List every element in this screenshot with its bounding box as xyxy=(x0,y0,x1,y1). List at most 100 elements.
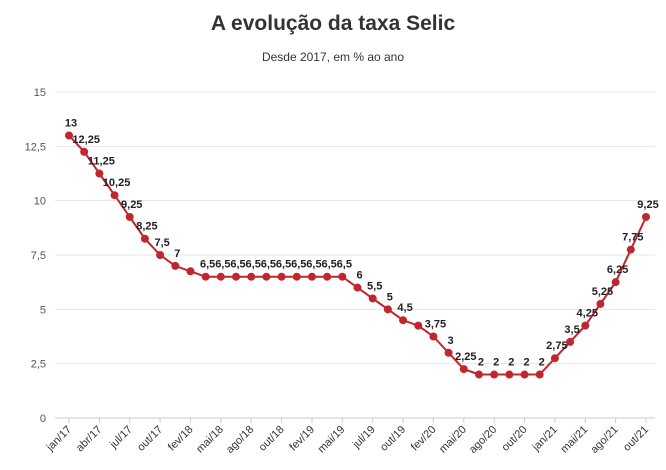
x-tick-label: out/21 xyxy=(621,424,651,454)
data-label: 6,5 xyxy=(230,259,245,271)
x-tick-label: out/19 xyxy=(378,424,408,454)
data-point xyxy=(171,261,180,270)
data-label: 6,5 xyxy=(200,259,215,271)
data-label: 6 xyxy=(356,270,362,282)
data-point xyxy=(520,370,529,379)
x-tick-label: mai/18 xyxy=(194,424,226,456)
data-point xyxy=(490,370,499,379)
y-tick-label: 7,5 xyxy=(31,250,46,262)
data-label: 10,25 xyxy=(103,177,131,189)
data-label: 3,5 xyxy=(564,324,579,336)
x-tick-label: ago/20 xyxy=(467,424,499,456)
x-tick-label: abr/17 xyxy=(74,424,105,455)
data-point xyxy=(323,272,332,281)
data-label: 6,5 xyxy=(306,259,321,271)
data-point xyxy=(80,147,89,156)
data-label: 9,25 xyxy=(121,199,142,211)
y-tick-label: 5 xyxy=(40,304,46,316)
y-tick-label: 0 xyxy=(40,413,46,425)
data-label: 12,25 xyxy=(72,134,100,146)
x-tick-label: mai/19 xyxy=(316,424,348,456)
data-label: 3,75 xyxy=(425,319,446,331)
data-label: 2 xyxy=(508,357,514,369)
data-label: 2 xyxy=(493,357,499,369)
data-point xyxy=(65,131,73,140)
data-point xyxy=(429,332,438,341)
data-label: 3 xyxy=(448,335,454,347)
data-label: 4,25 xyxy=(577,308,598,320)
x-tick-label: fev/19 xyxy=(287,424,317,454)
data-label: 9,25 xyxy=(637,199,658,211)
data-label: 2,75 xyxy=(546,340,567,352)
data-point xyxy=(110,191,119,200)
data-point xyxy=(277,272,286,281)
data-point xyxy=(383,305,392,314)
data-point xyxy=(338,272,347,281)
data-point xyxy=(474,370,483,379)
x-tick-label: jul/19 xyxy=(350,424,378,452)
data-point xyxy=(444,348,453,357)
data-point xyxy=(505,370,514,379)
data-point xyxy=(353,283,362,292)
y-tick-label: 15 xyxy=(34,87,46,99)
data-label: 8,25 xyxy=(136,221,157,233)
x-tick-label: out/18 xyxy=(257,424,287,454)
data-point xyxy=(566,337,575,346)
data-point xyxy=(611,278,620,287)
x-tick-label: out/17 xyxy=(135,424,165,454)
series-layer xyxy=(65,131,650,379)
data-point xyxy=(399,316,408,325)
data-label: 4,5 xyxy=(397,302,412,314)
data-label: 2,25 xyxy=(455,351,476,363)
data-label: 7,5 xyxy=(154,237,169,249)
data-label: 11,25 xyxy=(88,156,115,168)
data-point xyxy=(550,354,559,363)
axis-layer: 0 2,5 5 7,5 10 12,5 15 jan/17 abr/17 jul/17 out/17… xyxy=(25,87,652,456)
data-label: 7,75 xyxy=(622,232,643,244)
data-label: 6,5 xyxy=(337,259,352,271)
data-point xyxy=(125,212,134,221)
data-point xyxy=(156,251,165,259)
x-tick-label: jan/21 xyxy=(530,424,560,454)
data-label: 2 xyxy=(539,357,545,369)
grid-layer xyxy=(55,91,655,419)
data-point xyxy=(95,169,104,178)
y-tick-label: 12,5 xyxy=(25,141,46,153)
y-tick-label: 10 xyxy=(34,196,46,208)
data-point xyxy=(368,294,377,303)
data-label: 5,25 xyxy=(592,286,613,298)
data-point xyxy=(459,365,468,374)
data-point xyxy=(626,245,635,254)
data-point xyxy=(247,272,256,281)
x-tick-label: jul/17 xyxy=(107,424,135,452)
data-label: 6,5 xyxy=(276,259,291,271)
x-tick-label: out/20 xyxy=(500,424,530,454)
data-label: 6,5 xyxy=(246,259,261,271)
data-point xyxy=(186,267,195,276)
data-label: 7 xyxy=(174,248,180,260)
data-label: 5 xyxy=(387,291,393,303)
data-point xyxy=(216,272,225,281)
x-tick-label: fev/18 xyxy=(166,424,196,454)
x-tick-label: jan/17 xyxy=(44,424,74,454)
data-point xyxy=(307,272,316,281)
data-label: 6,5 xyxy=(321,259,336,271)
data-label: 6,5 xyxy=(291,259,306,271)
data-point xyxy=(596,299,605,308)
data-point xyxy=(535,370,544,379)
data-label: 2 xyxy=(523,357,529,369)
y-tick-label: 2,5 xyxy=(31,359,46,371)
x-tick-label: ago/18 xyxy=(224,424,256,456)
data-point xyxy=(140,234,149,243)
data-point xyxy=(292,272,301,281)
data-point xyxy=(232,272,241,281)
data-point xyxy=(201,272,210,281)
data-point xyxy=(642,212,650,221)
x-tick-label: fev/20 xyxy=(409,424,439,454)
x-tick-label: ago/21 xyxy=(588,424,620,456)
data-point xyxy=(262,272,271,281)
data-label: 6,5 xyxy=(215,259,230,271)
data-label: 6,5 xyxy=(261,259,276,271)
